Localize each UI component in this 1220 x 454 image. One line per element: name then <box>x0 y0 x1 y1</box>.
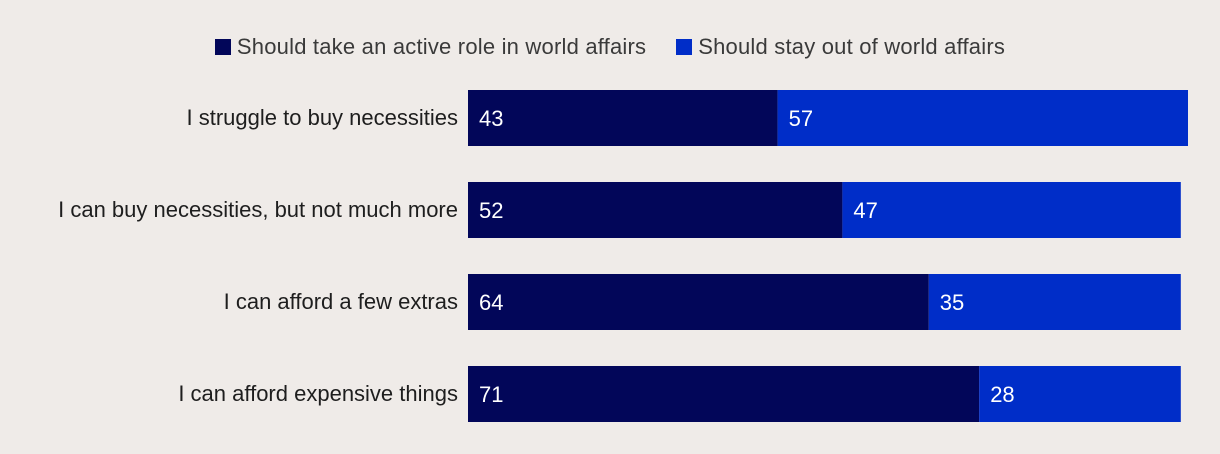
data-label: 35 <box>940 290 964 315</box>
category-label: I struggle to buy necessities <box>187 105 458 130</box>
category-label: I can afford expensive things <box>178 381 458 406</box>
data-label: 52 <box>479 198 503 223</box>
bar-segment-active-role <box>468 90 778 146</box>
legend-item-stay-out: Should stay out of world affairs <box>676 34 1005 60</box>
legend-item-active-role: Should take an active role in world affa… <box>214 34 647 60</box>
bar-segment-stay-out <box>842 182 1181 238</box>
bar-segment-stay-out <box>979 366 1181 422</box>
bar-segment-active-role <box>468 182 843 238</box>
bar-segment-active-role <box>468 366 980 422</box>
legend-swatch-stay-out <box>676 39 693 55</box>
legend-swatch-active-role <box>214 39 231 55</box>
data-label: 71 <box>479 382 503 407</box>
legend-label-active-role: Should take an active role in world affa… <box>236 34 647 59</box>
legend-label-stay-out: Should stay out of world affairs <box>698 34 1006 59</box>
data-label: 47 <box>853 198 877 223</box>
data-label: 64 <box>479 290 503 315</box>
bar-segment-stay-out <box>928 274 1181 330</box>
bar-segment-active-role <box>468 274 929 330</box>
data-label: 28 <box>990 382 1014 407</box>
data-label: 43 <box>479 106 503 131</box>
legend: Should take an active role in world affa… <box>0 34 1220 60</box>
data-label: 57 <box>789 106 813 131</box>
bar-segment-stay-out <box>777 90 1188 146</box>
category-label: I can afford a few extras <box>224 289 458 314</box>
category-label: I can buy necessities, but not much more <box>58 197 458 222</box>
